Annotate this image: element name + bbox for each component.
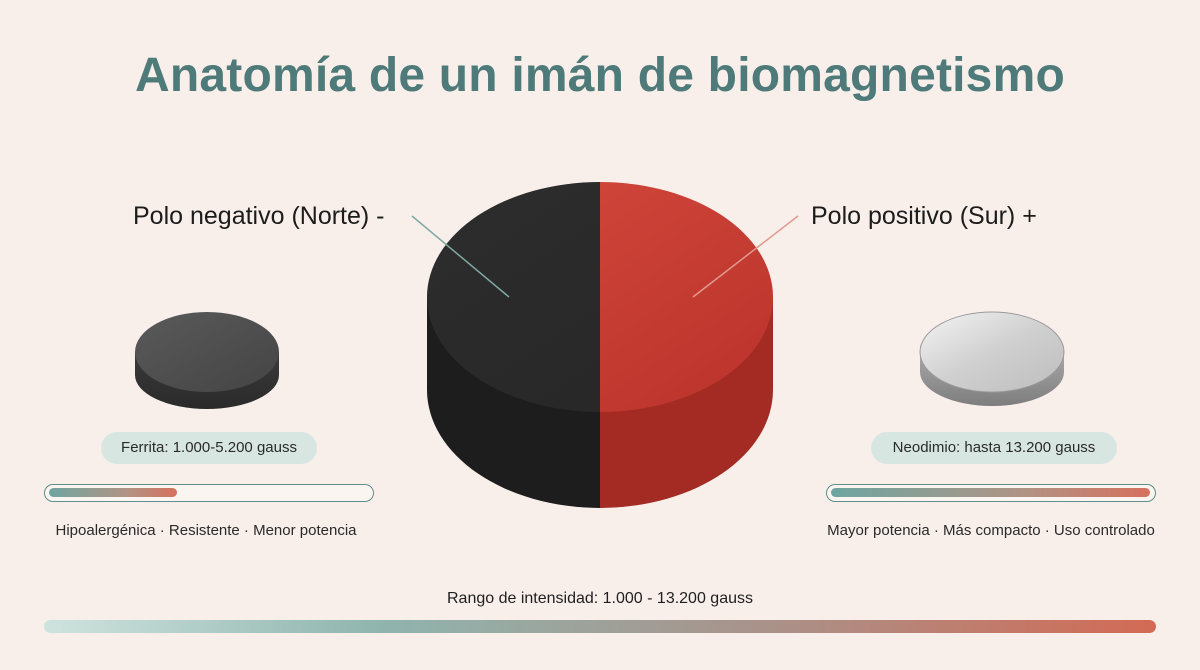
- neodymium-strength-bar: [826, 484, 1156, 502]
- neodymium-features: Mayor potencia · Más compacto · Uso cont…: [827, 522, 1155, 539]
- ferrite-features: Hipoalergénica · Resistente · Menor pote…: [55, 522, 357, 539]
- neodymium-strength-fill: [831, 488, 1150, 497]
- ferrite-magnet: [135, 312, 279, 409]
- intensity-range-label: Rango de intensidad: 1.000 - 13.200 gaus…: [446, 590, 753, 607]
- ferrite-strength-bar: [44, 484, 374, 502]
- positive-leader-line: [692, 215, 799, 298]
- ferrite-strength-badge: Ferrita: 1.000-5.200 gauss: [101, 432, 317, 464]
- main-magnet: [427, 182, 773, 508]
- magnet-north-half: [427, 182, 600, 508]
- negative-pole-label: Polo negativo (Norte) -: [133, 202, 385, 230]
- ferrite-strength-fill: [49, 488, 177, 497]
- magnet-south-half: [600, 182, 773, 508]
- neodymium-strength-badge: Neodimio: hasta 13.200 gauss: [871, 432, 1117, 464]
- negative-leader-line: [411, 215, 510, 298]
- neodymium-magnet: [919, 311, 1065, 406]
- intensity-range-bar: [44, 620, 1156, 633]
- page-title: Anatomía de un imán de biomagnetismo: [135, 49, 1065, 102]
- positive-pole-label: Polo positivo (Sur) +: [811, 202, 1037, 230]
